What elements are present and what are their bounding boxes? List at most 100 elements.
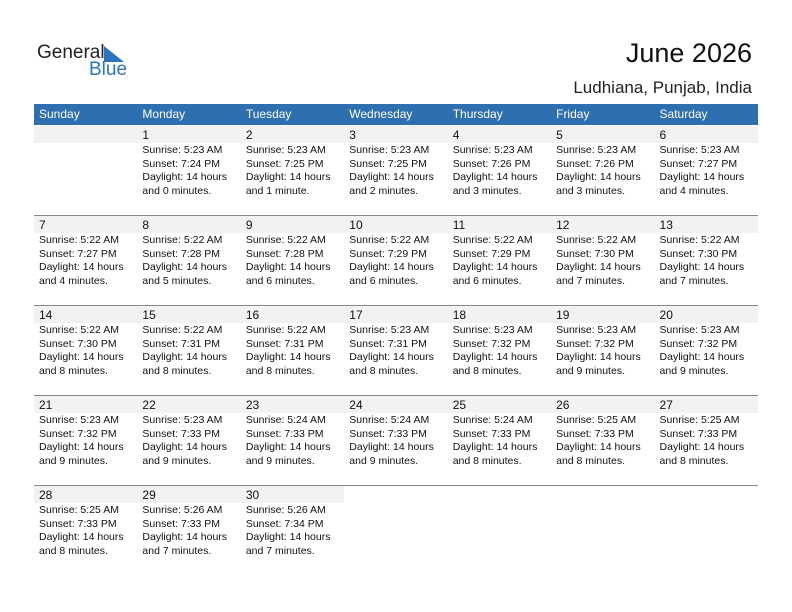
day-number: 27 bbox=[654, 396, 758, 413]
rest-text: and 9 minutes. bbox=[349, 454, 419, 467]
day-info: Sunrise: 5:24 AM Sunset: 7:33 PM Daylight:… bbox=[241, 413, 344, 468]
day-cell bbox=[344, 486, 447, 576]
day-info: Sunrise: 5:23 AM Sunset: 7:33 PM Daylight:… bbox=[137, 413, 240, 468]
day-cell: 5 Sunrise: 5:23 AM Sunset: 7:26 PM Daylight… bbox=[551, 126, 655, 216]
day-info: Sunrise: 5:22 AM Sunset: 7:31 PM Daylight:… bbox=[241, 323, 344, 378]
daylight-text: Daylight: 14 hours bbox=[659, 441, 745, 453]
sunset-text: Sunset: 7:33 PM bbox=[452, 427, 531, 440]
day-cell: 24 Sunrise: 5:24 AM Sunset: 7:33 PM Dayligh… bbox=[344, 396, 448, 486]
day-number: 23 bbox=[240, 396, 345, 413]
daylight-text: Daylight: 14 hours bbox=[659, 351, 745, 363]
day-cell: 30 Sunrise: 5:26 AM Sunset: 7:34 PM Dayligh… bbox=[240, 486, 345, 576]
sunset-text: Sunset: 7:31 PM bbox=[245, 337, 324, 350]
page-title: June 2026 bbox=[625, 38, 752, 68]
day-info: Sunrise: 5:22 AM Sunset: 7:29 PM Daylight:… bbox=[448, 233, 551, 288]
day-info: Sunrise: 5:23 AM Sunset: 7:26 PM Daylight:… bbox=[551, 143, 654, 198]
day-info: Sunrise: 5:24 AM Sunset: 7:33 PM Daylight:… bbox=[344, 413, 447, 468]
day-cell: 3 Sunrise: 5:23 AM Sunset: 7:25 PM Daylight… bbox=[344, 126, 448, 216]
daylight-text: Daylight: 14 hours bbox=[39, 531, 124, 543]
weekday-friday: Friday bbox=[556, 107, 590, 121]
day-number: 6 bbox=[654, 126, 758, 143]
day-number bbox=[344, 486, 447, 503]
rest-text: and 8 minutes. bbox=[452, 454, 522, 467]
day-info: Sunrise: 5:23 AM Sunset: 7:25 PM Daylight:… bbox=[241, 143, 344, 198]
day-info: Sunrise: 5:23 AM Sunset: 7:32 PM Daylight:… bbox=[34, 413, 137, 468]
daylight-text: Daylight: 14 hours bbox=[556, 441, 641, 453]
day-info: Sunrise: 5:23 AM Sunset: 7:32 PM Daylight:… bbox=[448, 323, 551, 378]
rest-text: and 7 minutes. bbox=[556, 274, 625, 287]
day-cell: 10 Sunrise: 5:22 AM Sunset: 7:29 PM Dayligh… bbox=[344, 216, 448, 306]
rest-text: and 4 minutes. bbox=[659, 184, 729, 197]
sunset-text: Sunset: 7:26 PM bbox=[556, 157, 634, 170]
week-row: 21 Sunrise: 5:23 AM Sunset: 7:32 PM Dayligh… bbox=[34, 395, 758, 486]
day-number bbox=[34, 126, 138, 143]
day-number: 14 bbox=[34, 306, 138, 323]
day-info: Sunrise: 5:24 AM Sunset: 7:33 PM Daylight:… bbox=[448, 413, 551, 468]
day-number: 9 bbox=[240, 216, 345, 233]
sunrise-text: Sunrise: 5:22 AM bbox=[556, 234, 637, 246]
day-cell: 17 Sunrise: 5:23 AM Sunset: 7:31 PM Dayligh… bbox=[344, 306, 448, 396]
day-cell: 19 Sunrise: 5:23 AM Sunset: 7:32 PM Dayligh… bbox=[551, 306, 655, 396]
day-cell: 4 Sunrise: 5:23 AM Sunset: 7:26 PM Daylight… bbox=[447, 126, 552, 216]
rest-text: and 8 minutes. bbox=[349, 364, 419, 377]
day-info: Sunrise: 5:26 AM Sunset: 7:34 PM Daylight:… bbox=[241, 503, 344, 558]
day-cell: 18 Sunrise: 5:23 AM Sunset: 7:32 PM Dayligh… bbox=[447, 306, 552, 396]
daylight-text: Daylight: 14 hours bbox=[349, 261, 434, 273]
sunset-text: Sunset: 7:30 PM bbox=[659, 247, 738, 260]
logo-text-blue: Blue bbox=[89, 59, 128, 80]
rest-text: and 7 minutes. bbox=[142, 544, 212, 557]
sunset-text: Sunset: 7:29 PM bbox=[349, 247, 427, 260]
day-info: Sunrise: 5:23 AM Sunset: 7:32 PM Daylight:… bbox=[655, 323, 758, 378]
day-info: Sunrise: 5:23 AM Sunset: 7:26 PM Daylight:… bbox=[448, 143, 551, 198]
day-cell: 15 Sunrise: 5:22 AM Sunset: 7:31 PM Dayligh… bbox=[137, 306, 241, 396]
day-info: Sunrise: 5:22 AM Sunset: 7:31 PM Daylight:… bbox=[137, 323, 240, 378]
day-cell: 23 Sunrise: 5:24 AM Sunset: 7:33 PM Dayligh… bbox=[240, 396, 345, 486]
day-cell: 14 Sunrise: 5:22 AM Sunset: 7:30 PM Dayligh… bbox=[34, 306, 138, 396]
day-cell: 11 Sunrise: 5:22 AM Sunset: 7:29 PM Dayligh… bbox=[447, 216, 552, 306]
daylight-text: Daylight: 14 hours bbox=[142, 441, 228, 453]
weekday-tuesday: Tuesday bbox=[245, 107, 292, 121]
day-cell bbox=[448, 486, 551, 576]
day-number bbox=[551, 486, 654, 503]
daylight-text: Daylight: 14 hours bbox=[39, 351, 124, 363]
rest-text: and 6 minutes. bbox=[452, 274, 522, 287]
day-cell: 26 Sunrise: 5:25 AM Sunset: 7:33 PM Dayligh… bbox=[551, 396, 655, 486]
sunrise-text: Sunrise: 5:24 AM bbox=[452, 414, 533, 426]
sunrise-text: Sunrise: 5:23 AM bbox=[39, 414, 119, 426]
week-row: 14 Sunrise: 5:22 AM Sunset: 7:30 PM Dayligh… bbox=[34, 305, 758, 396]
day-info: Sunrise: 5:22 AM Sunset: 7:28 PM Daylight:… bbox=[137, 233, 240, 288]
rest-text: and 8 minutes. bbox=[39, 544, 108, 557]
sunset-text: Sunset: 7:33 PM bbox=[142, 517, 221, 530]
sunset-text: Sunset: 7:31 PM bbox=[142, 337, 221, 350]
day-info: Sunrise: 5:23 AM Sunset: 7:32 PM Daylight:… bbox=[551, 323, 654, 378]
day-info: Sunrise: 5:22 AM Sunset: 7:30 PM Daylight:… bbox=[34, 323, 137, 378]
weekday-saturday: Saturday bbox=[659, 107, 708, 121]
rest-text: and 8 minutes. bbox=[39, 364, 108, 377]
day-number: 15 bbox=[137, 306, 241, 323]
logo-triangle-icon bbox=[104, 46, 124, 62]
sunset-text: Sunset: 7:33 PM bbox=[245, 427, 324, 440]
sunrise-text: Sunrise: 5:23 AM bbox=[556, 144, 637, 156]
rest-text: and 8 minutes. bbox=[556, 454, 625, 467]
day-cell bbox=[655, 486, 758, 576]
day-info: Sunrise: 5:22 AM Sunset: 7:30 PM Daylight:… bbox=[655, 233, 758, 288]
day-number: 8 bbox=[137, 216, 241, 233]
sunrise-text: Sunrise: 5:23 AM bbox=[452, 324, 533, 336]
sunset-text: Sunset: 7:32 PM bbox=[452, 337, 531, 350]
rest-text: and 3 minutes. bbox=[556, 184, 625, 197]
day-cell: 16 Sunrise: 5:22 AM Sunset: 7:31 PM Dayligh… bbox=[240, 306, 345, 396]
day-cell: 29 Sunrise: 5:26 AM Sunset: 7:33 PM Dayligh… bbox=[137, 486, 241, 576]
day-number: 3 bbox=[344, 126, 448, 143]
rest-text: and 4 minutes. bbox=[39, 274, 108, 287]
day-number: 20 bbox=[654, 306, 758, 323]
logo-text-general: General bbox=[37, 42, 105, 63]
weekday-sunday: Sunday bbox=[39, 107, 80, 121]
day-cell: 21 Sunrise: 5:23 AM Sunset: 7:32 PM Dayligh… bbox=[34, 396, 138, 486]
daylight-text: Daylight: 14 hours bbox=[659, 261, 745, 273]
daylight-text: Daylight: 14 hours bbox=[142, 171, 228, 183]
sunrise-text: Sunrise: 5:23 AM bbox=[659, 324, 740, 336]
daylight-text: Daylight: 14 hours bbox=[142, 351, 228, 363]
weekday-thursday: Thursday bbox=[452, 107, 503, 121]
sunset-text: Sunset: 7:25 PM bbox=[245, 157, 324, 170]
